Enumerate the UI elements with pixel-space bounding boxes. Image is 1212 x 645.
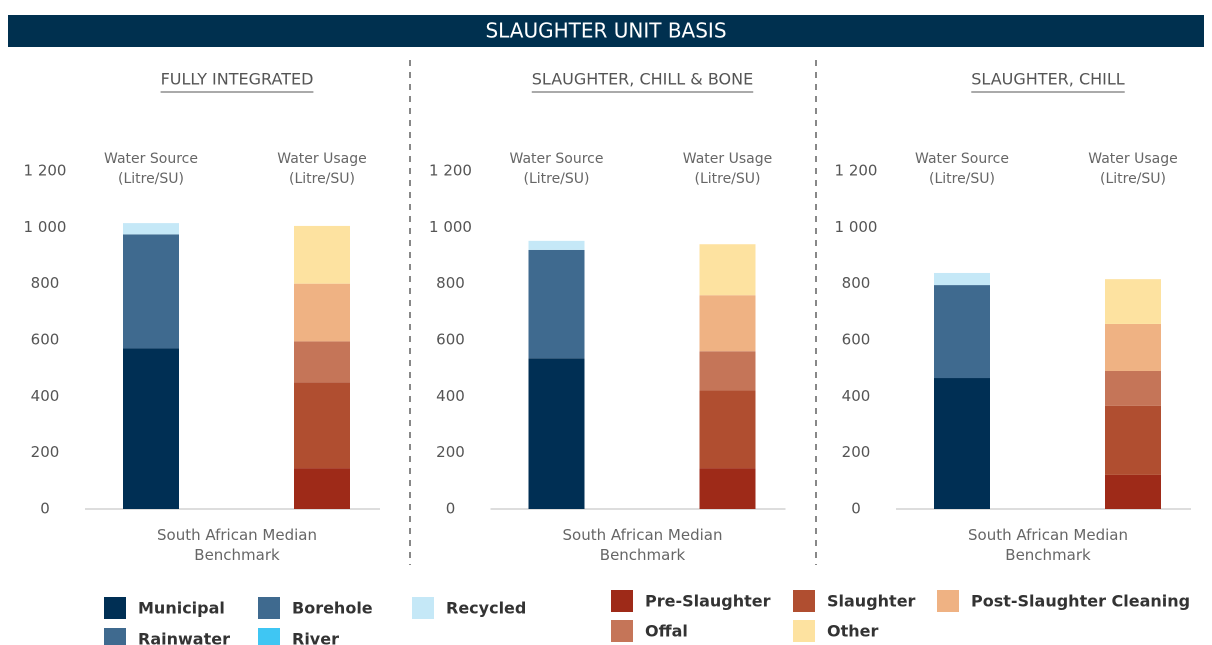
y-tick-label: 1 200 xyxy=(24,162,67,180)
legend-swatch xyxy=(258,597,280,619)
legend-label: Borehole xyxy=(292,599,373,618)
bar-segment xyxy=(123,223,179,235)
y-tick-label: 0 xyxy=(446,500,456,518)
chart-title: SLAUGHTER, CHILL & BONE xyxy=(532,70,753,89)
bar-segment xyxy=(1105,279,1161,324)
bar-segment xyxy=(699,244,756,296)
bar-segment xyxy=(699,390,756,469)
legend-swatch xyxy=(937,590,959,612)
legend-swatch xyxy=(258,628,280,645)
legend-label: Other xyxy=(827,622,878,641)
bar-segment xyxy=(1105,405,1161,475)
y-tick-label: 400 xyxy=(842,387,871,405)
legend-swatch xyxy=(793,620,815,642)
category-label: Water Usage (Litre/SU) xyxy=(277,151,367,187)
y-tick-label: 600 xyxy=(436,331,465,349)
bar-segment xyxy=(699,468,756,509)
bar-segment xyxy=(123,234,179,349)
y-tick-label: 0 xyxy=(851,500,861,518)
legend-label: Rainwater xyxy=(138,630,230,645)
legend-swatch xyxy=(611,590,633,612)
x-axis-label: South African Median Benchmark xyxy=(157,526,317,564)
y-tick-label: 200 xyxy=(31,443,60,461)
y-tick-label: 1 000 xyxy=(24,218,67,236)
category-label: Water Source (Litre/SU) xyxy=(915,151,1009,187)
y-tick-label: 800 xyxy=(842,274,871,292)
chart-title: FULLY INTEGRATED xyxy=(161,70,314,89)
legend-swatch xyxy=(104,597,126,619)
bar-segment xyxy=(1105,474,1161,509)
y-tick-label: 1 000 xyxy=(835,218,878,236)
bar-segment xyxy=(123,348,179,509)
y-tick-label: 1 000 xyxy=(429,218,472,236)
bar-segment xyxy=(528,240,585,250)
bar-segment xyxy=(528,358,585,509)
bar-segment xyxy=(294,283,350,342)
category-label: Water Source (Litre/SU) xyxy=(104,151,198,187)
legend-label: Recycled xyxy=(446,599,526,618)
legend-swatch xyxy=(793,590,815,612)
category-label: Water Usage (Litre/SU) xyxy=(682,151,773,187)
y-tick-label: 200 xyxy=(436,443,465,461)
y-tick-label: 400 xyxy=(436,387,465,405)
category-label: Water Source (Litre/SU) xyxy=(509,151,604,187)
y-tick-label: 600 xyxy=(31,331,60,349)
bar-segment xyxy=(294,382,350,469)
bar-segment xyxy=(528,249,585,359)
bar-segment xyxy=(294,468,350,509)
y-tick-label: 600 xyxy=(842,331,871,349)
header-title: SLAUGHTER UNIT BASIS xyxy=(485,19,726,43)
y-tick-label: 800 xyxy=(31,274,60,292)
legend-swatch xyxy=(104,628,126,645)
x-axis-label: South African Median Benchmark xyxy=(562,526,723,564)
header-bar xyxy=(8,15,1204,47)
bar-segment xyxy=(699,351,756,391)
y-tick-label: 0 xyxy=(40,500,50,518)
legend-label: Pre-Slaughter xyxy=(645,592,771,611)
y-tick-label: 200 xyxy=(842,443,871,461)
bar-segment xyxy=(1105,323,1161,371)
y-tick-label: 1 200 xyxy=(429,162,472,180)
y-tick-label: 400 xyxy=(31,387,60,405)
legend-label: Offal xyxy=(645,622,688,641)
legend-label: Municipal xyxy=(138,599,225,618)
x-axis-label: South African Median Benchmark xyxy=(968,526,1128,564)
bar-segment xyxy=(934,272,990,286)
bar-segment xyxy=(699,295,756,352)
legend-label: River xyxy=(292,630,339,645)
category-label: Water Usage (Litre/SU) xyxy=(1088,151,1178,187)
legend-label: Slaughter xyxy=(827,592,916,611)
bar-segment xyxy=(294,341,350,383)
bar-segment xyxy=(294,225,350,284)
bar-segment xyxy=(1105,370,1161,406)
chart-title: SLAUGHTER, CHILL xyxy=(971,70,1125,89)
bar-segment xyxy=(934,285,990,379)
y-tick-label: 1 200 xyxy=(835,162,878,180)
legend-swatch xyxy=(611,620,633,642)
bar-segment xyxy=(934,378,990,509)
legend-label: Post-Slaughter Cleaning xyxy=(971,592,1190,611)
legend-swatch xyxy=(412,597,434,619)
y-tick-label: 800 xyxy=(436,274,465,292)
